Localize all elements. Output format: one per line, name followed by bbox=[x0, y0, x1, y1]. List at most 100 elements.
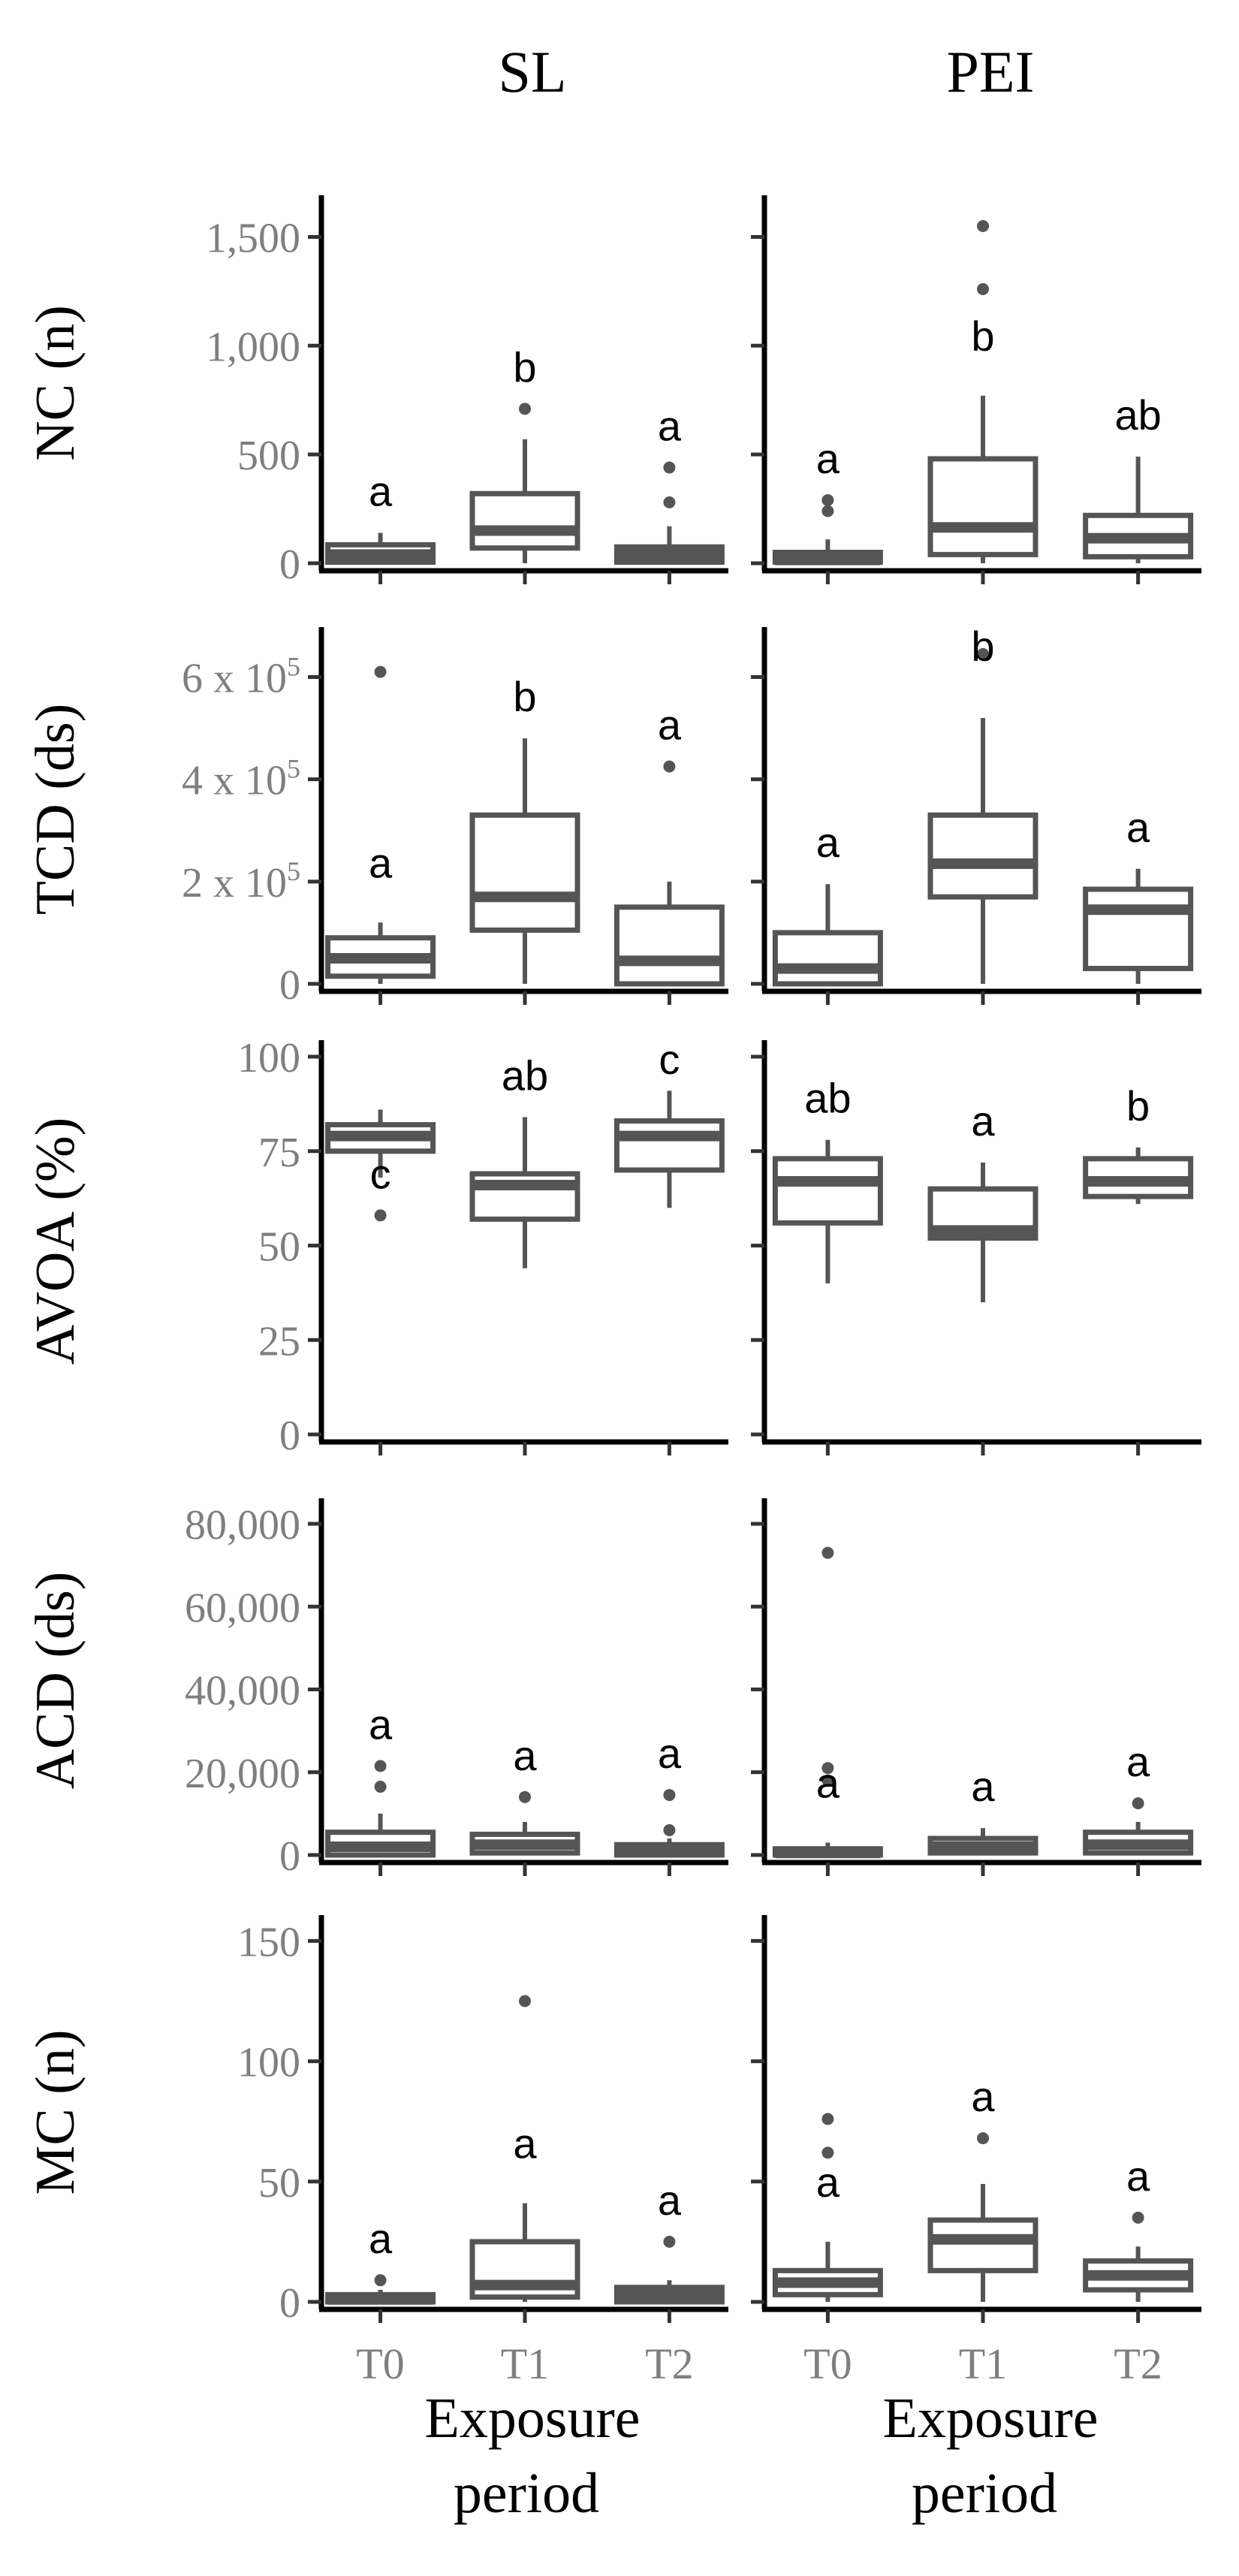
box-nc-pei-t2: ab bbox=[1083, 391, 1194, 563]
outlier-point bbox=[663, 1823, 676, 1836]
iqr-box bbox=[927, 2217, 1039, 2273]
significance-label: b bbox=[1126, 1082, 1150, 1130]
significance-label: c bbox=[659, 1036, 680, 1083]
x-tick-label-t1: T1 bbox=[501, 2339, 549, 2388]
y-tick-label: 100 bbox=[237, 1035, 300, 1081]
box-acd-pei-t0: a bbox=[772, 1546, 883, 1859]
outlier-point bbox=[977, 219, 989, 232]
outlier-point bbox=[821, 1762, 834, 1775]
significance-label: a bbox=[369, 1700, 393, 1748]
y-tick-label: 4 x 105 bbox=[182, 754, 300, 804]
panel-avoa-pei: ab a b bbox=[751, 1040, 1201, 1455]
box-acd-pei-t2: a bbox=[1083, 1738, 1194, 1856]
box-mc-sl-t0: a bbox=[325, 2215, 436, 2305]
significance-label: a bbox=[513, 1732, 537, 1779]
outlier-point bbox=[374, 1781, 387, 1793]
y-tick-label: 1,500 bbox=[206, 215, 300, 261]
outlier-point bbox=[519, 1995, 531, 2007]
significance-label: a bbox=[816, 2158, 840, 2206]
significance-label: a bbox=[971, 2073, 995, 2120]
y-tick-label: 60,000 bbox=[185, 1585, 300, 1631]
significance-label: a bbox=[369, 839, 393, 886]
y-tick-label: 0 bbox=[279, 1413, 300, 1459]
x-axis-title-line2: period bbox=[454, 2462, 599, 2525]
box-mc-sl-t1: a bbox=[469, 1995, 580, 2302]
panel-nc-sl: 0 500 1,000 1,500 a b a bbox=[206, 195, 728, 588]
panel-mc-sl: 0 50 100 150 T0 T1 T2 a a a bbox=[237, 1915, 728, 2388]
box-avoa-sl-t1: ab bbox=[469, 1052, 580, 1268]
significance-label: ab bbox=[502, 1052, 548, 1099]
panel-mc-pei: T0 T1 T2 a a a bbox=[751, 1915, 1201, 2388]
significance-label: b bbox=[971, 623, 994, 670]
outlier-point bbox=[977, 2132, 989, 2145]
box-mc-sl-t2: a bbox=[613, 2176, 725, 2305]
box-mc-pei-t0: a bbox=[772, 2113, 883, 2302]
column-title-pei: PEI bbox=[947, 39, 1035, 104]
box-acd-sl-t2: a bbox=[613, 1730, 725, 1858]
box-tcd-pei-t0: a bbox=[772, 819, 883, 987]
box-tcd-pei-t1: b bbox=[927, 623, 1039, 984]
significance-label: a bbox=[1126, 1738, 1150, 1785]
x-axis-title-line2: period bbox=[912, 2462, 1057, 2525]
significance-label: a bbox=[971, 1763, 995, 1810]
significance-label: a bbox=[658, 1730, 682, 1777]
x-tick-label-t2: T2 bbox=[1114, 2339, 1162, 2388]
significance-label: a bbox=[513, 2120, 537, 2167]
y-tick-label: 50 bbox=[258, 1224, 300, 1271]
iqr-box bbox=[613, 904, 725, 987]
x-axis-title-line1: Exposure bbox=[882, 2387, 1098, 2450]
box-mc-pei-t2: a bbox=[1083, 2152, 1194, 2302]
iqr-box bbox=[469, 490, 580, 551]
outlier-point bbox=[977, 647, 989, 660]
outlier-point bbox=[519, 403, 531, 415]
column-title-sl: SL bbox=[498, 39, 566, 104]
outlier-point bbox=[519, 1790, 531, 1803]
box-acd-sl-t1: a bbox=[469, 1732, 580, 1856]
box-tcd-sl-t0: a bbox=[325, 665, 436, 984]
box-tcd-sl-t2: a bbox=[613, 701, 725, 987]
outlier-point bbox=[374, 665, 387, 678]
y-tick-label: 500 bbox=[237, 433, 300, 479]
outlier-point bbox=[977, 282, 989, 295]
y-tick-label: 6 x 105 bbox=[182, 651, 300, 701]
outlier-point bbox=[821, 2146, 834, 2159]
significance-label: a bbox=[369, 2215, 393, 2262]
outlier-point bbox=[663, 760, 676, 773]
ylabel-tcd: TCD (ds) bbox=[25, 704, 86, 915]
ylabel-avoa: AVOA (%) bbox=[25, 1118, 86, 1365]
y-tick-label: 20,000 bbox=[185, 1751, 300, 1797]
box-avoa-pei-t2: b bbox=[1083, 1082, 1194, 1205]
outlier-point bbox=[821, 1774, 834, 1787]
significance-label: a bbox=[816, 435, 840, 482]
y-tick-label: 100 bbox=[237, 2040, 300, 2086]
x-axis-title-line1: Exposure bbox=[424, 2387, 640, 2450]
box-acd-sl-t0: a bbox=[325, 1700, 436, 1858]
box-avoa-pei-t1: a bbox=[927, 1097, 1039, 1302]
outlier-point bbox=[663, 1789, 676, 1802]
outlier-point bbox=[821, 2113, 834, 2125]
panel-acd-pei: a aa bbox=[751, 1498, 1201, 1876]
ylabel-acd: ACD (ds) bbox=[25, 1572, 86, 1790]
outlier-point bbox=[821, 505, 834, 517]
box-nc-pei-t0: a bbox=[772, 435, 883, 566]
box-acd-pei-t1: a bbox=[927, 1763, 1039, 1856]
significance-label: b bbox=[513, 673, 536, 720]
significance-label: a bbox=[816, 1759, 840, 1806]
iqr-box bbox=[927, 812, 1039, 900]
y-tick-label: 25 bbox=[258, 1318, 300, 1365]
outlier-point bbox=[1132, 2211, 1144, 2224]
significance-label: a bbox=[971, 1097, 995, 1145]
significance-label: a bbox=[658, 701, 682, 749]
x-tick-label-t0: T0 bbox=[803, 2339, 852, 2388]
box-nc-sl-t1: b bbox=[469, 343, 580, 563]
outlier-point bbox=[374, 2274, 387, 2287]
outlier-point bbox=[821, 493, 834, 506]
outlier-point bbox=[374, 1209, 387, 1222]
significance-label: a bbox=[658, 2176, 682, 2224]
significance-label: a bbox=[816, 819, 840, 866]
ylabel-nc: NC (n) bbox=[25, 305, 86, 461]
significance-label: a bbox=[369, 467, 393, 514]
y-tick-label: 0 bbox=[279, 962, 300, 1009]
